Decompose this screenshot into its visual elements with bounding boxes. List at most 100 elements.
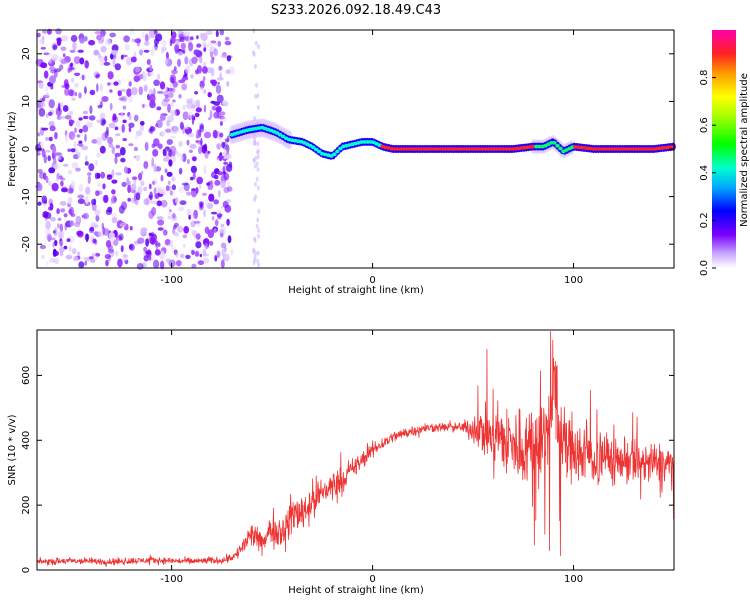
noise-speckle	[191, 188, 196, 192]
noise-speckle	[156, 200, 163, 207]
noise-speckle	[163, 87, 168, 92]
noise-speckle	[114, 155, 118, 165]
noise-speckle	[203, 47, 207, 52]
noise-speckle	[77, 194, 85, 199]
noise-speckle	[115, 133, 121, 137]
noise-speckle	[94, 209, 101, 216]
noise-speckle	[219, 29, 225, 36]
noise-speckle	[160, 199, 168, 208]
noise-speckle	[256, 258, 260, 264]
noise-speckle	[53, 230, 56, 234]
noise-speckle	[128, 126, 132, 133]
noise-speckle	[78, 128, 83, 134]
noise-speckle	[69, 245, 72, 253]
noise-speckle	[196, 35, 199, 40]
noise-speckle	[257, 262, 261, 268]
noise-speckle	[122, 138, 127, 142]
noise-speckle	[254, 251, 258, 256]
noise-speckle	[73, 141, 77, 150]
noise-speckle	[109, 89, 113, 93]
noise-speckle	[196, 43, 202, 48]
noise-speckle	[140, 227, 148, 233]
noise-speckle	[118, 205, 125, 214]
noise-speckle	[255, 161, 259, 167]
track-core	[597, 147, 602, 151]
y-tick-label: 20	[21, 47, 32, 60]
noise-speckle	[76, 230, 83, 236]
noise-speckle	[96, 34, 102, 41]
noise-speckle	[139, 49, 143, 56]
y-tick-label: 10	[21, 95, 32, 108]
noise-speckle	[130, 27, 134, 36]
noise-speckle	[255, 176, 259, 182]
noise-speckle	[48, 111, 53, 117]
noise-speckle	[131, 176, 138, 180]
noise-speckle	[43, 70, 49, 79]
noise-speckle	[78, 140, 83, 144]
noise-speckle	[122, 119, 127, 124]
noise-speckle	[158, 189, 166, 195]
noise-speckle	[186, 100, 193, 110]
noise-speckle	[46, 261, 49, 267]
noise-speckle	[95, 74, 100, 79]
noise-speckle	[122, 253, 129, 261]
noise-speckle	[215, 106, 222, 113]
noise-speckle	[87, 175, 91, 185]
noise-speckle	[106, 174, 113, 180]
noise-speckle	[176, 225, 184, 233]
noise-speckle	[63, 213, 68, 218]
noise-speckle	[60, 208, 66, 213]
noise-speckle	[195, 241, 202, 249]
noise-speckle	[151, 46, 159, 51]
noise-speckle	[84, 260, 88, 266]
noise-speckle	[182, 104, 186, 111]
noise-speckle	[58, 175, 63, 180]
noise-speckle	[76, 251, 81, 257]
noise-speckle	[224, 40, 232, 46]
track-core	[404, 147, 409, 151]
noise-speckle	[92, 253, 95, 257]
noise-speckle	[53, 163, 60, 170]
noise-speckle	[105, 259, 109, 267]
noise-speckle	[67, 197, 73, 204]
noise-speckle	[227, 235, 232, 244]
noise-speckle	[216, 250, 221, 259]
noise-speckle	[78, 143, 84, 148]
noise-speckle	[135, 155, 141, 162]
noise-speckle	[216, 143, 221, 150]
noise-speckle	[107, 248, 115, 253]
noise-speckle	[104, 55, 108, 63]
noise-speckle	[74, 91, 78, 97]
noise-speckle	[102, 119, 107, 125]
noise-speckle	[121, 54, 128, 58]
track-core	[669, 145, 675, 149]
noise-speckle	[67, 170, 73, 175]
noise-speckle	[84, 233, 90, 241]
noise-speckle	[45, 113, 49, 118]
noise-speckle	[187, 159, 190, 164]
noise-speckle	[121, 123, 125, 133]
noise-speckle	[257, 208, 261, 214]
noise-speckle	[44, 212, 52, 219]
noise-speckle	[128, 143, 134, 147]
noise-speckle	[56, 208, 60, 215]
noise-speckle	[45, 136, 50, 141]
noise-speckle	[163, 229, 168, 236]
noise-speckle	[145, 33, 149, 43]
noise-speckle	[130, 183, 137, 191]
noise-speckle	[220, 116, 227, 123]
noise-speckle	[191, 56, 198, 65]
noise-speckle	[49, 258, 56, 263]
noise-speckle	[163, 97, 171, 102]
noise-speckle	[202, 76, 206, 82]
noise-speckle	[133, 240, 140, 245]
noise-speckle	[82, 115, 89, 120]
noise-speckle	[256, 93, 260, 99]
noise-speckle	[177, 51, 184, 56]
noise-speckle	[53, 257, 60, 265]
noise-speckle	[166, 148, 172, 152]
noise-speckle	[153, 29, 157, 35]
noise-speckle	[65, 254, 73, 260]
noise-speckle	[169, 239, 174, 248]
noise-speckle	[226, 55, 232, 62]
